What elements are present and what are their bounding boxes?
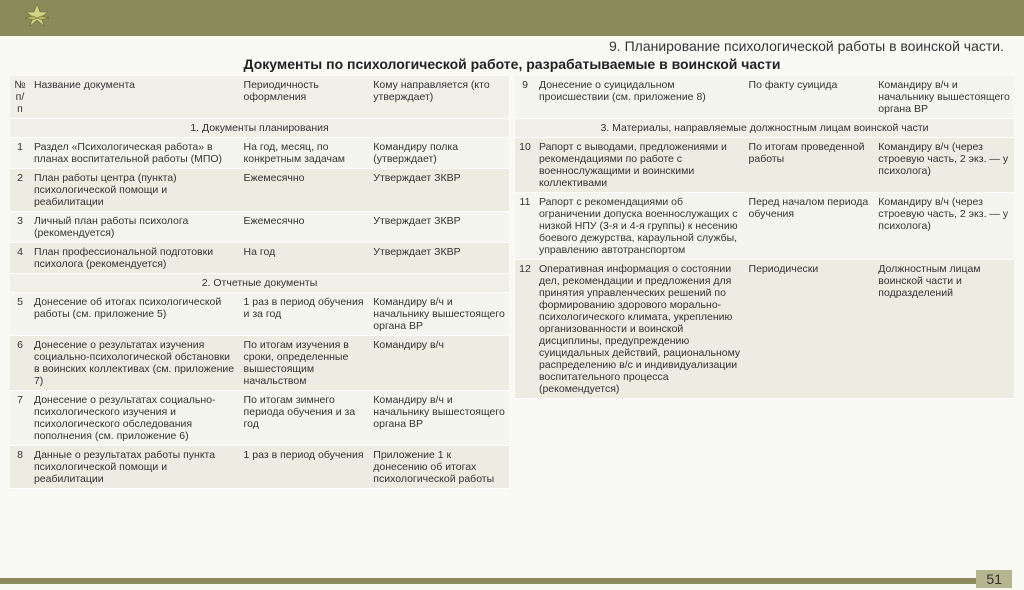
col-header-who: Кому направляется (кто утверждает) (369, 76, 509, 119)
col-header-num: № п/п (10, 76, 30, 119)
section-2: 2. Отчетные документы (10, 274, 509, 293)
table-row: 12Оперативная информация о состоянии дел… (515, 260, 1014, 399)
page-number: 51 (976, 570, 1012, 588)
section-1: 1. Документы планирования (10, 119, 509, 138)
left-column: № п/п Название документа Периодичность о… (10, 76, 509, 489)
table-row: 6Донесение о результатах изучения социал… (10, 336, 509, 391)
right-column: 9Донесение о суицидальном происшествии (… (515, 76, 1014, 489)
table-row: 11Рапорт с рекомендациями об ограничении… (515, 193, 1014, 260)
col-header-name: Название документа (30, 76, 240, 119)
page-title: 9. Планирование психологической работы в… (0, 36, 1024, 54)
emblem-icon (20, 1, 54, 35)
section-3: 3. Материалы, направляемые должностным л… (515, 119, 1014, 138)
table-row: 10Рапорт с выводами, предложениями и рек… (515, 138, 1014, 193)
page-subtitle: Документы по психологической работе, раз… (0, 54, 1024, 76)
left-table: № п/п Название документа Периодичность о… (10, 76, 509, 489)
right-table: 9Донесение о суицидальном происшествии (… (515, 76, 1014, 399)
footer-bar (0, 578, 980, 584)
table-row: 5Донесение об итогах психологической раб… (10, 293, 509, 336)
col-header-period: Периодичность оформления (240, 76, 370, 119)
table-row: 1Раздел «Психологическая работа» в плана… (10, 138, 509, 169)
table-row: 7Донесение о результатах социально-психо… (10, 391, 509, 446)
table-row: 3Личный план работы психолога (рекоменду… (10, 212, 509, 243)
content-area: № п/п Название документа Периодичность о… (0, 76, 1024, 489)
table-row: 2План работы центра (пункта) психологиче… (10, 169, 509, 212)
table-row: 4План профессиональной подготовки психол… (10, 243, 509, 274)
table-row: 9Донесение о суицидальном происшествии (… (515, 76, 1014, 119)
header-bar (0, 0, 1024, 36)
table-row: 8Данные о результатах работы пункта псих… (10, 446, 509, 489)
